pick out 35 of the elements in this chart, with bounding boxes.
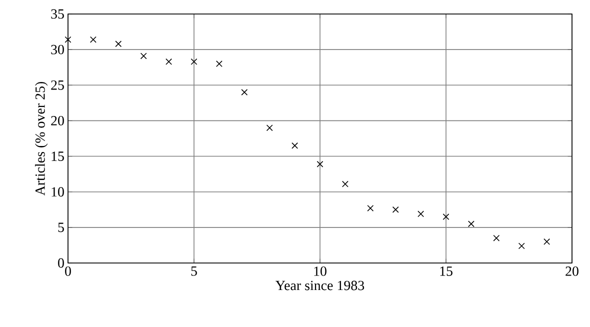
point (544, 238, 550, 245)
y-tick-label: 30 (51, 44, 64, 54)
y-tick-label: 15 (52, 152, 64, 161)
y-tick-label: 25 (51, 80, 64, 90)
point (342, 180, 348, 188)
x-tick-label: 15 (440, 266, 452, 276)
x-tick-label: 5 (191, 266, 197, 276)
y-tick-label: 10 (52, 187, 64, 197)
x-axis-title: Year since 1983 (276, 280, 364, 290)
point (468, 220, 474, 228)
point (140, 52, 147, 60)
point (64, 36, 72, 43)
point (266, 124, 273, 132)
point (418, 210, 424, 218)
point (518, 242, 525, 250)
point (493, 234, 500, 242)
point (316, 160, 324, 168)
point (392, 206, 399, 213)
y-axis-title: Articles (% over 25) (35, 82, 48, 196)
x-tick-label: 0 (65, 266, 71, 276)
point (190, 58, 198, 65)
y-tick-label: 5 (58, 222, 64, 232)
point (442, 214, 450, 220)
point (216, 60, 222, 68)
x-tick-label: 20 (566, 266, 578, 276)
y-tick-label: 35 (51, 9, 64, 19)
point (367, 204, 374, 212)
point (90, 36, 96, 43)
y-tick-label: 20 (51, 116, 64, 126)
point (115, 40, 122, 48)
y-tick-label: 0 (58, 258, 64, 268)
point (166, 58, 172, 65)
x-tick-label: 10 (314, 266, 326, 276)
point (241, 89, 248, 96)
point (292, 142, 298, 149)
